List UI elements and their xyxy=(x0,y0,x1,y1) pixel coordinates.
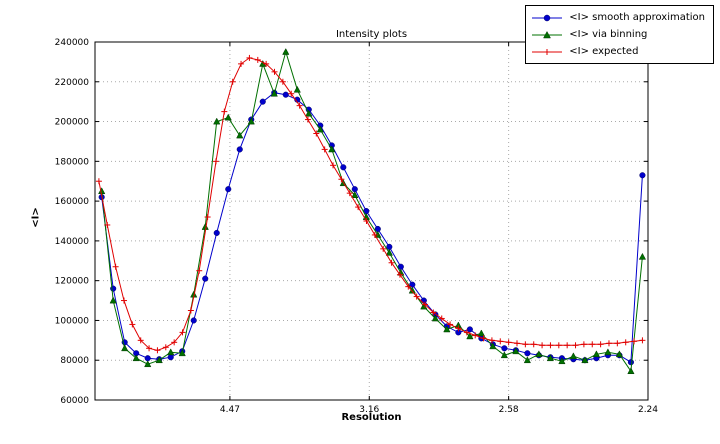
svg-text:240000: 240000 xyxy=(55,38,90,48)
plot-frame xyxy=(94,41,649,401)
series-line-circle xyxy=(101,92,643,364)
legend-label: <I> smooth approximation xyxy=(569,12,705,23)
legend: <I> smooth approximation <I> via binning… xyxy=(525,5,714,64)
svg-text:140000: 140000 xyxy=(55,237,90,247)
legend-triangle-marker-icon xyxy=(532,30,563,38)
series-markers-plus xyxy=(95,54,646,354)
x-axis-label: Resolution xyxy=(341,412,402,423)
svg-text:200000: 200000 xyxy=(55,118,90,128)
svg-text:180000: 180000 xyxy=(55,157,90,167)
legend-label: <I> via binning xyxy=(569,29,648,40)
chart-title: Intensity plots xyxy=(335,29,408,40)
svg-text:220000: 220000 xyxy=(55,78,90,88)
legend-circle-marker-icon xyxy=(532,14,563,21)
svg-text:4.47: 4.47 xyxy=(220,405,240,415)
svg-text:100000: 100000 xyxy=(55,316,90,326)
tick-marks xyxy=(95,41,649,401)
series-markers-triangle xyxy=(98,48,647,375)
svg-text:3.16: 3.16 xyxy=(359,405,379,415)
series-line-plus xyxy=(98,57,643,351)
grid xyxy=(95,42,648,400)
legend-item-via-binning: <I> via binning xyxy=(531,26,705,43)
legend-label: <I> expected xyxy=(569,46,639,57)
svg-text:2.58: 2.58 xyxy=(499,405,519,415)
y-axis-label: <I> xyxy=(30,207,42,228)
svg-text:60000: 60000 xyxy=(60,396,89,406)
svg-text:120000: 120000 xyxy=(55,277,90,287)
tick-labels: 60000 80000 100000 120000 140000 160000 180000… xyxy=(55,38,659,415)
legend-item-smooth-approximation: <I> smooth approximation xyxy=(531,9,705,26)
series-line-triangle xyxy=(101,50,643,373)
legend-item-expected: <I> expected xyxy=(531,43,705,60)
svg-text:80000: 80000 xyxy=(60,356,89,366)
svg-text:160000: 160000 xyxy=(55,197,90,207)
legend-plus-marker-icon xyxy=(532,48,563,55)
series-markers-circle xyxy=(98,89,646,366)
svg-text:2.24: 2.24 xyxy=(638,405,658,415)
